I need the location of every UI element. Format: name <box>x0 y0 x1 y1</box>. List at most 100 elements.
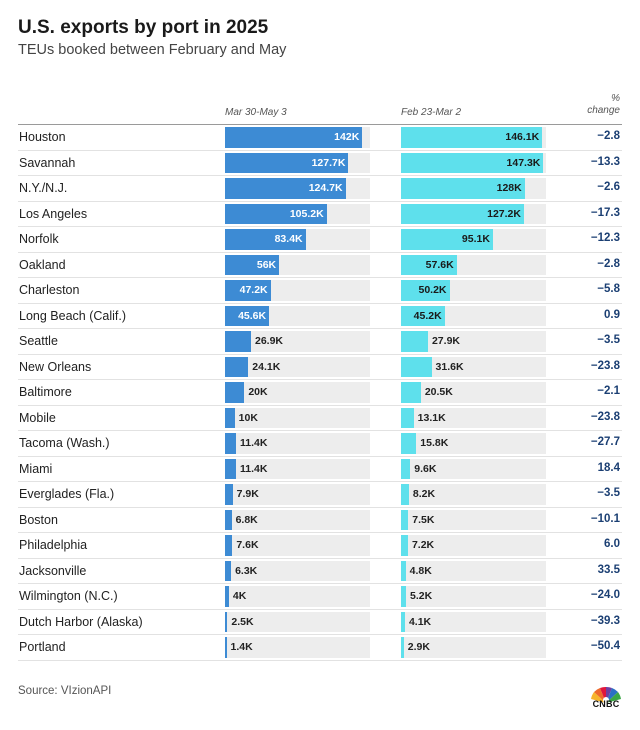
percent-change-value: −3.5 <box>597 487 620 499</box>
bar-value-label: 6.3K <box>235 564 258 577</box>
port-label: Dutch Harbor (Alaska) <box>19 614 143 629</box>
bar-period-b <box>401 254 457 275</box>
row-divider <box>18 302 622 304</box>
bar-value-label: 13.1K <box>417 411 446 424</box>
bar-period-a <box>225 458 237 479</box>
percent-change-value: −24.0 <box>590 589 620 601</box>
bar-period-b <box>401 331 428 352</box>
table-row: Houston 142K 146.1K −2.8 <box>0 125 640 151</box>
row-divider <box>18 557 622 559</box>
table-row: Savannah 127.7K 147.3K −13.3 <box>0 151 640 176</box>
row-divider <box>18 659 622 661</box>
bar-value-label: 45.2K <box>413 309 442 322</box>
bar-value-label: 127.2K <box>487 207 521 220</box>
row-divider <box>18 430 622 431</box>
bar-track-period-b: 147.3K <box>401 152 546 173</box>
bar-period-b <box>401 203 524 224</box>
table-row: Philadelphia 7.6K 7.2K 6.0 <box>0 533 640 559</box>
bar-period-b <box>401 305 445 326</box>
port-label: N.Y./N.J. <box>19 181 68 195</box>
row-divider <box>18 175 622 176</box>
logo-text: CNBC <box>592 699 620 709</box>
bar-value-label: 7.2K <box>411 539 435 551</box>
bar-value-label: 147.3K <box>506 156 541 169</box>
table-row: New Orleans 24.1K 31.6K −23.8 <box>0 355 640 380</box>
row-divider <box>18 634 622 635</box>
bar-track-period-a: 124.7K <box>225 178 370 199</box>
percent-change-value: −2.6 <box>597 181 620 193</box>
percent-change-value: −5.8 <box>597 283 620 295</box>
percent-change-value: −39.3 <box>590 614 620 627</box>
bar-period-b <box>401 484 409 505</box>
bar-period-a <box>225 178 346 199</box>
bar-track-period-b: 4.8K <box>401 560 546 581</box>
port-label: Long Beach (Calif.) <box>19 308 127 323</box>
bar-value-label: 146.1K <box>505 131 540 143</box>
bar-period-b <box>401 152 544 173</box>
row-divider <box>18 608 622 610</box>
bar-track-period-a: 45.6K <box>225 305 370 326</box>
percent-change-value: −10.1 <box>590 512 620 525</box>
bar-value-label: 56K <box>256 258 277 271</box>
bar-value-label: 7.9K <box>236 488 259 500</box>
percent-change-value: −50.4 <box>590 640 620 652</box>
bar-value-label: 4K <box>232 590 247 602</box>
bar-value-label: 5.2K <box>410 590 433 602</box>
port-label: Norfolk <box>19 232 59 246</box>
bar-period-a <box>225 637 227 658</box>
bar-value-label: 11.4K <box>240 437 268 449</box>
bar-period-b <box>401 586 407 607</box>
row-divider <box>18 353 622 355</box>
bar-value-label: 7.5K <box>412 513 435 526</box>
port-label: Wilmington (N.C.) <box>19 589 118 603</box>
port-label: Los Angeles <box>19 206 88 221</box>
percent-change-value: −27.7 <box>590 436 620 448</box>
bar-track-period-a: 47.2K <box>225 280 370 301</box>
bar-track-period-b: 2.9K <box>401 637 546 658</box>
bar-period-a <box>225 433 237 454</box>
port-label: New Orleans <box>19 359 92 374</box>
bar-track-period-a: 7.6K <box>225 535 370 556</box>
table-row: Boston 6.8K 7.5K −10.1 <box>0 508 640 533</box>
percent-change-value: 6.0 <box>604 538 620 550</box>
bar-period-b <box>401 407 414 428</box>
bar-track-period-a: 83.4K <box>225 229 370 250</box>
bar-period-a <box>225 586 229 607</box>
bar-track-period-b: 13.1K <box>401 407 546 428</box>
source-note: Source: VIzionAPI <box>18 685 112 697</box>
bar-track-period-b: 7.2K <box>401 535 546 556</box>
table-row: Jacksonville 6.3K 4.8K 33.5 <box>0 559 640 584</box>
row-divider <box>18 583 622 584</box>
bar-period-a <box>225 560 232 581</box>
row-divider <box>18 379 622 380</box>
port-label: Charleston <box>19 283 80 297</box>
column-header-change-line1: % <box>611 93 620 104</box>
bar-period-b <box>401 560 406 581</box>
table-row: N.Y./N.J. 124.7K 128K −2.6 <box>0 176 640 202</box>
row-divider <box>18 455 622 457</box>
bar-period-a <box>225 229 306 250</box>
bar-track-period-a: 2.5K <box>225 611 370 632</box>
table-row: Oakland 56K 57.6K −2.8 <box>0 253 640 278</box>
bar-period-a <box>225 509 232 530</box>
bar-period-b <box>401 229 493 250</box>
bar-track-period-b: 50.2K <box>401 280 546 301</box>
percent-change-value: −12.3 <box>590 232 620 244</box>
port-label: Boston <box>19 512 58 527</box>
percent-change-value: −23.8 <box>590 410 620 423</box>
bar-period-a <box>225 305 270 326</box>
bar-value-label: 83.4K <box>274 233 303 245</box>
bar-track-period-a: 127.7K <box>225 152 370 173</box>
bar-value-label: 6.8K <box>235 513 258 526</box>
bar-track-period-b: 57.6K <box>401 254 546 275</box>
bar-period-a <box>225 203 327 224</box>
table-row: Norfolk 83.4K 95.1K −12.3 <box>0 227 640 253</box>
bar-period-a <box>225 484 233 505</box>
bar-period-b <box>401 637 404 658</box>
bar-value-label: 20.5K <box>424 386 453 398</box>
row-divider <box>18 404 622 406</box>
table-row: Baltimore 20K 20.5K −2.1 <box>0 380 640 406</box>
bar-track-period-a: 20K <box>225 382 370 403</box>
bar-period-a <box>225 254 280 275</box>
bar-period-b <box>401 382 421 403</box>
